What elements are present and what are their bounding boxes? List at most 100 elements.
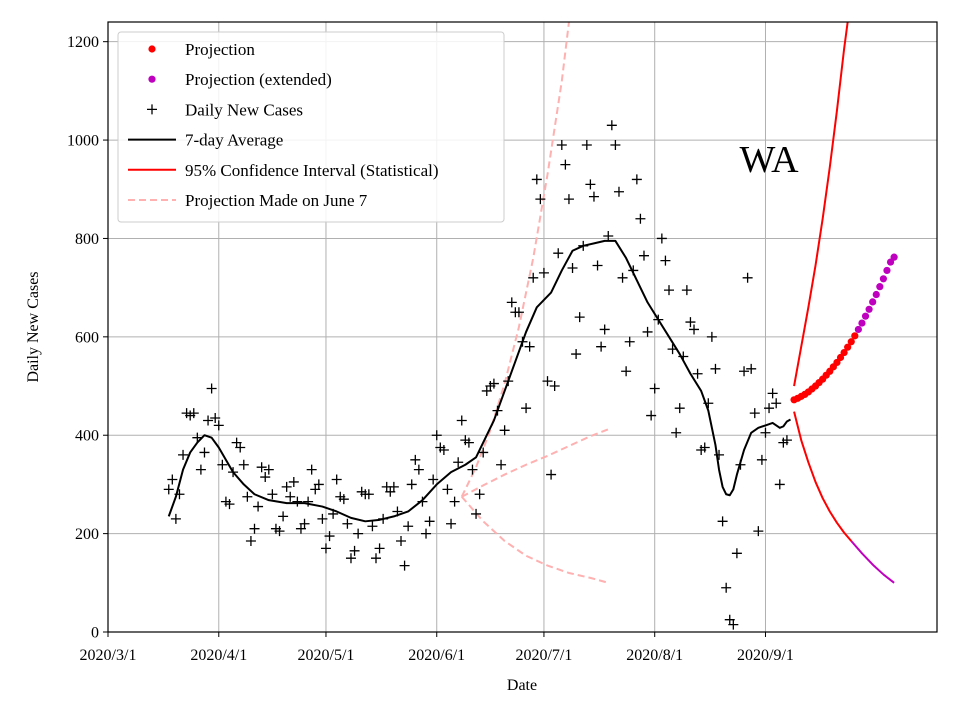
projection-extended-point bbox=[890, 253, 898, 261]
daily-case-point bbox=[717, 516, 728, 527]
daily-case-point bbox=[563, 194, 574, 205]
daily-case-point bbox=[681, 285, 692, 296]
daily-case-point bbox=[449, 496, 460, 507]
projection-extended-point bbox=[869, 298, 877, 306]
daily-case-point bbox=[478, 447, 489, 458]
daily-case-point bbox=[556, 139, 567, 150]
daily-case-point bbox=[249, 523, 260, 534]
daily-case-point bbox=[421, 528, 432, 539]
daily-case-point bbox=[417, 496, 428, 507]
daily-case-point bbox=[606, 120, 617, 131]
daily-case-point bbox=[353, 528, 364, 539]
y-tick-label: 0 bbox=[91, 625, 99, 642]
daily-case-point bbox=[267, 489, 278, 500]
daily-case-point bbox=[671, 427, 682, 438]
daily-case-point bbox=[749, 408, 760, 419]
daily-case-point bbox=[549, 381, 560, 392]
y-tick-label: 200 bbox=[75, 526, 99, 543]
daily-case-point bbox=[710, 363, 721, 374]
legend-marker-dot bbox=[148, 45, 156, 53]
95-confidence-interval-statistical-upper-line bbox=[793, 22, 849, 387]
daily-case-point bbox=[442, 484, 453, 495]
legend-label: Projection Made on June 7 bbox=[185, 191, 368, 210]
daily-case-point bbox=[496, 459, 507, 470]
daily-case-point bbox=[656, 233, 667, 244]
projection-extended-point bbox=[861, 312, 870, 320]
daily-case-point bbox=[685, 317, 696, 328]
projection-extended-point bbox=[858, 319, 866, 327]
daily-case-point bbox=[613, 186, 624, 197]
ticks-layer: 2020/3/1 2020/4/1 2020/5/1 2020/6/1 2020/7/1… bbox=[67, 34, 794, 664]
daily-case-point bbox=[342, 518, 353, 529]
95-confidence-interval-statistical-lower-line bbox=[793, 411, 852, 542]
daily-case-point bbox=[521, 403, 532, 414]
legend-label: 95% Confidence Interval (Statistical) bbox=[185, 161, 439, 180]
y-tick-label: 600 bbox=[75, 329, 99, 346]
daily-case-point bbox=[210, 413, 221, 424]
daily-case-point bbox=[742, 272, 753, 283]
daily-case-point bbox=[553, 248, 564, 259]
daily-case-point bbox=[642, 326, 653, 337]
daily-case-point bbox=[689, 324, 700, 335]
daily-case-point bbox=[253, 501, 264, 512]
projection-extended-point bbox=[879, 275, 888, 283]
legend-label: Projection (extended) bbox=[185, 70, 332, 89]
daily-case-point bbox=[646, 410, 657, 421]
daily-case-point bbox=[560, 159, 571, 170]
daily-case-point bbox=[760, 427, 771, 438]
daily-case-point bbox=[367, 521, 378, 532]
projection-extended-point bbox=[872, 290, 880, 299]
daily-case-point bbox=[206, 383, 217, 394]
daily-case-point bbox=[235, 442, 246, 453]
daily-case-point bbox=[424, 516, 435, 527]
daily-case-point bbox=[531, 174, 542, 185]
daily-case-point bbox=[699, 442, 710, 453]
daily-case-point bbox=[242, 491, 253, 502]
daily-case-point bbox=[774, 479, 785, 490]
projection-point bbox=[851, 332, 859, 340]
daily-case-point bbox=[488, 378, 499, 389]
daily-case-point bbox=[456, 415, 467, 426]
daily-case-point bbox=[374, 543, 385, 554]
daily-case-point bbox=[217, 459, 228, 470]
y-axis-title: Daily New Cases bbox=[25, 271, 42, 382]
x-tick-label: 2020/5/1 bbox=[298, 647, 355, 664]
data-layer bbox=[163, 22, 898, 630]
legend: Projection Projection (extended) Daily New… bbox=[117, 31, 505, 223]
daily-case-point bbox=[438, 444, 449, 455]
daily-case-point bbox=[349, 545, 360, 556]
daily-case-point bbox=[596, 341, 607, 352]
x-tick-label: 2020/9/1 bbox=[737, 647, 794, 664]
legend-label: Daily New Cases bbox=[185, 100, 303, 119]
daily-case-point bbox=[546, 469, 557, 480]
daily-case-point bbox=[585, 179, 596, 190]
daily-case-point bbox=[453, 457, 464, 468]
daily-case-point bbox=[403, 521, 414, 532]
daily-case-point bbox=[163, 484, 174, 495]
daily-case-point bbox=[471, 508, 482, 519]
daily-case-point bbox=[664, 285, 675, 296]
daily-case-point bbox=[649, 383, 660, 394]
chart-annotation: WA bbox=[739, 139, 799, 181]
daily-case-point bbox=[571, 349, 582, 360]
daily-case-point bbox=[406, 479, 417, 490]
projection-point bbox=[840, 348, 848, 357]
y-tick-label: 800 bbox=[75, 231, 99, 248]
projection-point bbox=[847, 338, 855, 346]
daily-case-point bbox=[396, 535, 407, 546]
daily-case-point bbox=[721, 582, 732, 593]
daily-case-point bbox=[263, 464, 274, 475]
projection-made-on-june-7-lower-line bbox=[460, 496, 609, 584]
y-tick-label: 1000 bbox=[67, 133, 99, 150]
daily-case-point bbox=[288, 476, 299, 487]
daily-case-point bbox=[513, 307, 524, 318]
daily-case-point bbox=[635, 213, 646, 224]
grid-layer bbox=[107, 22, 937, 633]
daily-case-point bbox=[245, 535, 256, 546]
daily-case-point bbox=[753, 526, 764, 537]
daily-case-point bbox=[581, 139, 592, 150]
x-tick-label: 2020/8/1 bbox=[626, 647, 683, 664]
daily-case-point bbox=[542, 376, 553, 387]
daily-case-point bbox=[674, 403, 685, 414]
daily-case-point bbox=[170, 513, 181, 524]
